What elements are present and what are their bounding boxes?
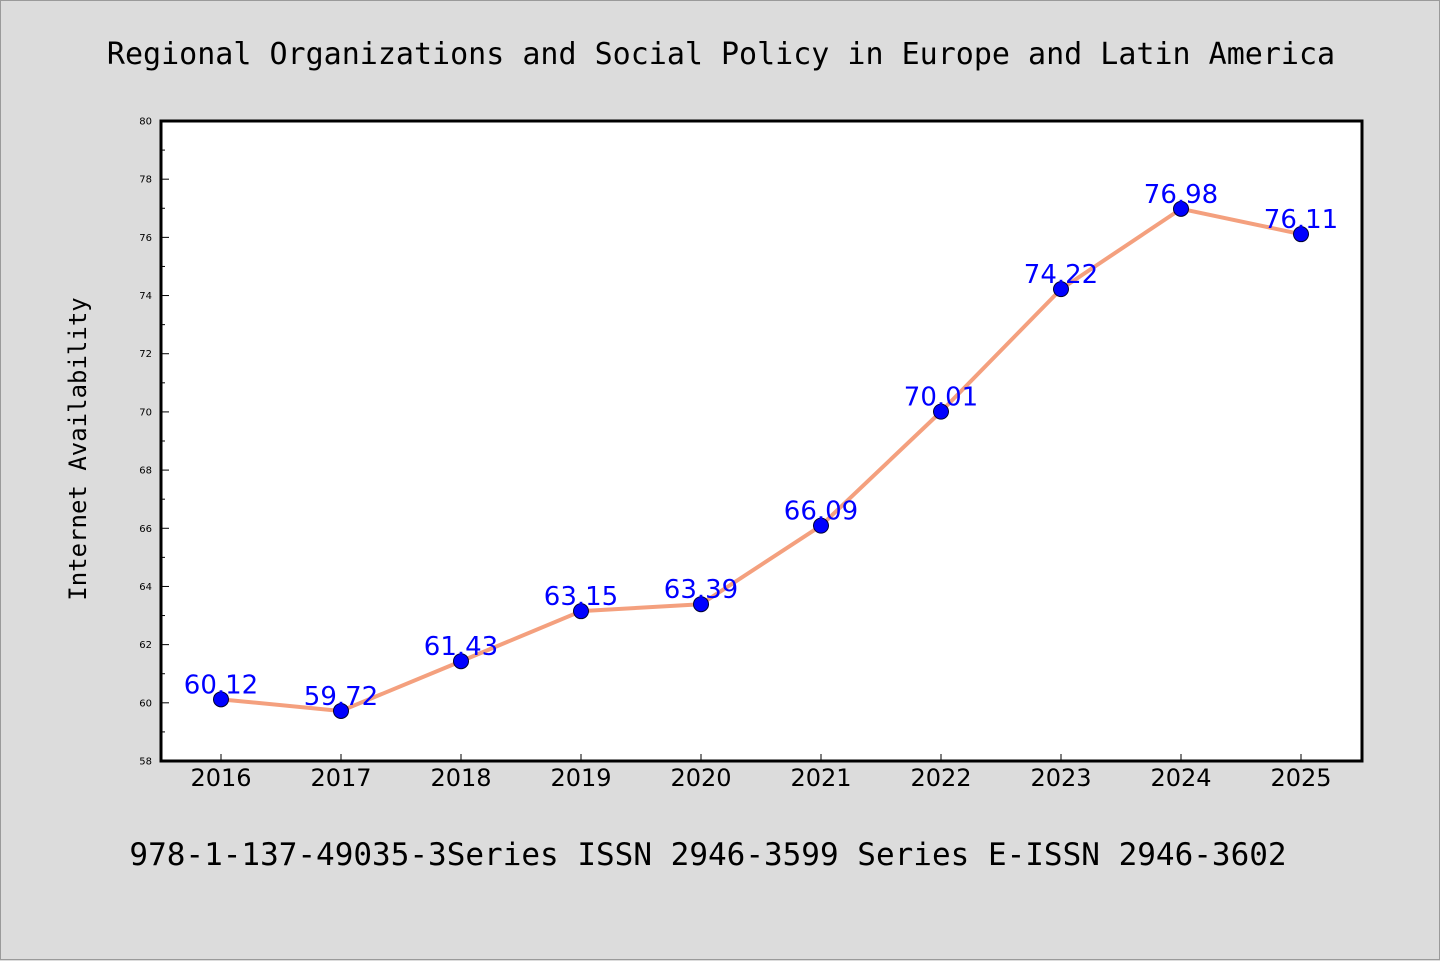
x-tick-label: 2020 <box>670 764 731 792</box>
x-tick-label: 2017 <box>310 764 371 792</box>
x-tick-label: 2018 <box>430 764 491 792</box>
y-tick-label: 72 <box>139 349 152 360</box>
x-tick-label: 2023 <box>1030 764 1091 792</box>
x-tick-label: 2019 <box>550 764 611 792</box>
footer-isbn-issn: 978-1-137-49035-3Series ISSN 2946-3599 S… <box>129 837 1286 873</box>
series-line <box>219 206 1303 713</box>
data-label: 70.01 <box>904 383 978 413</box>
data-point-marker <box>1173 200 1189 217</box>
y-tick-label: 62 <box>139 640 152 651</box>
data-point-marker <box>333 702 349 719</box>
x-tick-label: 2024 <box>1150 764 1211 792</box>
y-tick-label: 68 <box>139 466 152 477</box>
series-layer: 60.12 59.72 61.43 63.15 63.39 66.09 70.01 74.22… <box>184 180 1338 719</box>
plot-area <box>159 119 1364 763</box>
data-point-marker <box>453 653 469 670</box>
data-point-marker <box>213 691 229 708</box>
x-tick-label: 2021 <box>790 764 851 792</box>
y-tick-label: 80 <box>139 117 152 128</box>
y-tick-label: 64 <box>139 582 152 593</box>
data-label: 60.12 <box>184 670 258 700</box>
y-tick-label: 58 <box>139 757 152 768</box>
data-label: 63.39 <box>664 575 738 605</box>
data-point-marker <box>1053 281 1069 298</box>
chart-title: Regional Organizations and Social Policy… <box>107 37 1335 72</box>
x-tick-label: 2025 <box>1270 764 1331 792</box>
x-tick-label: 2022 <box>910 764 971 792</box>
y-tick-label: 60 <box>139 698 152 709</box>
data-point-marker <box>693 596 709 613</box>
data-label: 74.22 <box>1024 260 1098 290</box>
data-label: 61.43 <box>424 632 498 662</box>
data-point-marker <box>813 517 829 534</box>
data-point-marker <box>1293 226 1309 243</box>
x-tick-label: 2016 <box>190 764 251 792</box>
y-tick-label: 70 <box>139 407 152 418</box>
y-tick-label: 74 <box>139 291 152 302</box>
data-label: 59.72 <box>304 682 378 712</box>
y-axis-label: Internet Availability <box>64 297 92 600</box>
data-point-marker <box>933 403 949 420</box>
data-point-marker <box>573 603 589 620</box>
y-axis: 58 60 62 64 66 68 70 72 74 76 78 80 <box>139 117 169 768</box>
x-axis: 2016 2017 2018 2019 2020 2021 2022 2023 2024 2025 <box>190 754 1332 792</box>
y-tick-label: 66 <box>139 524 152 535</box>
data-label: 66.09 <box>784 497 858 527</box>
data-label: 76.98 <box>1144 180 1218 210</box>
y-tick-label: 76 <box>139 233 152 244</box>
data-label: 76.11 <box>1264 205 1338 235</box>
y-tick-label: 78 <box>139 175 152 186</box>
data-label: 63.15 <box>544 582 618 612</box>
